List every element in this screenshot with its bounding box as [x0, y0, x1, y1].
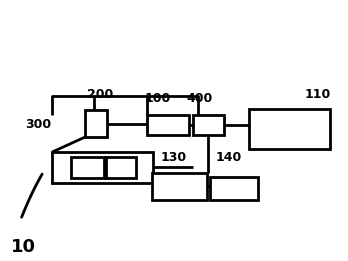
Bar — [53, 152, 153, 183]
Text: 140: 140 — [215, 151, 242, 164]
Bar — [152, 173, 206, 200]
Text: 400: 400 — [186, 92, 212, 105]
Text: 100: 100 — [145, 92, 171, 105]
Bar — [105, 157, 136, 178]
Bar — [71, 157, 104, 178]
Bar — [147, 115, 189, 135]
Text: 130: 130 — [160, 151, 187, 164]
Text: 10: 10 — [11, 238, 36, 256]
Bar — [210, 176, 258, 200]
Bar — [85, 110, 107, 137]
Bar — [193, 115, 224, 135]
Text: 110: 110 — [304, 88, 330, 101]
Text: 300: 300 — [25, 118, 51, 131]
Text: 200: 200 — [87, 88, 113, 101]
Bar — [249, 109, 330, 150]
